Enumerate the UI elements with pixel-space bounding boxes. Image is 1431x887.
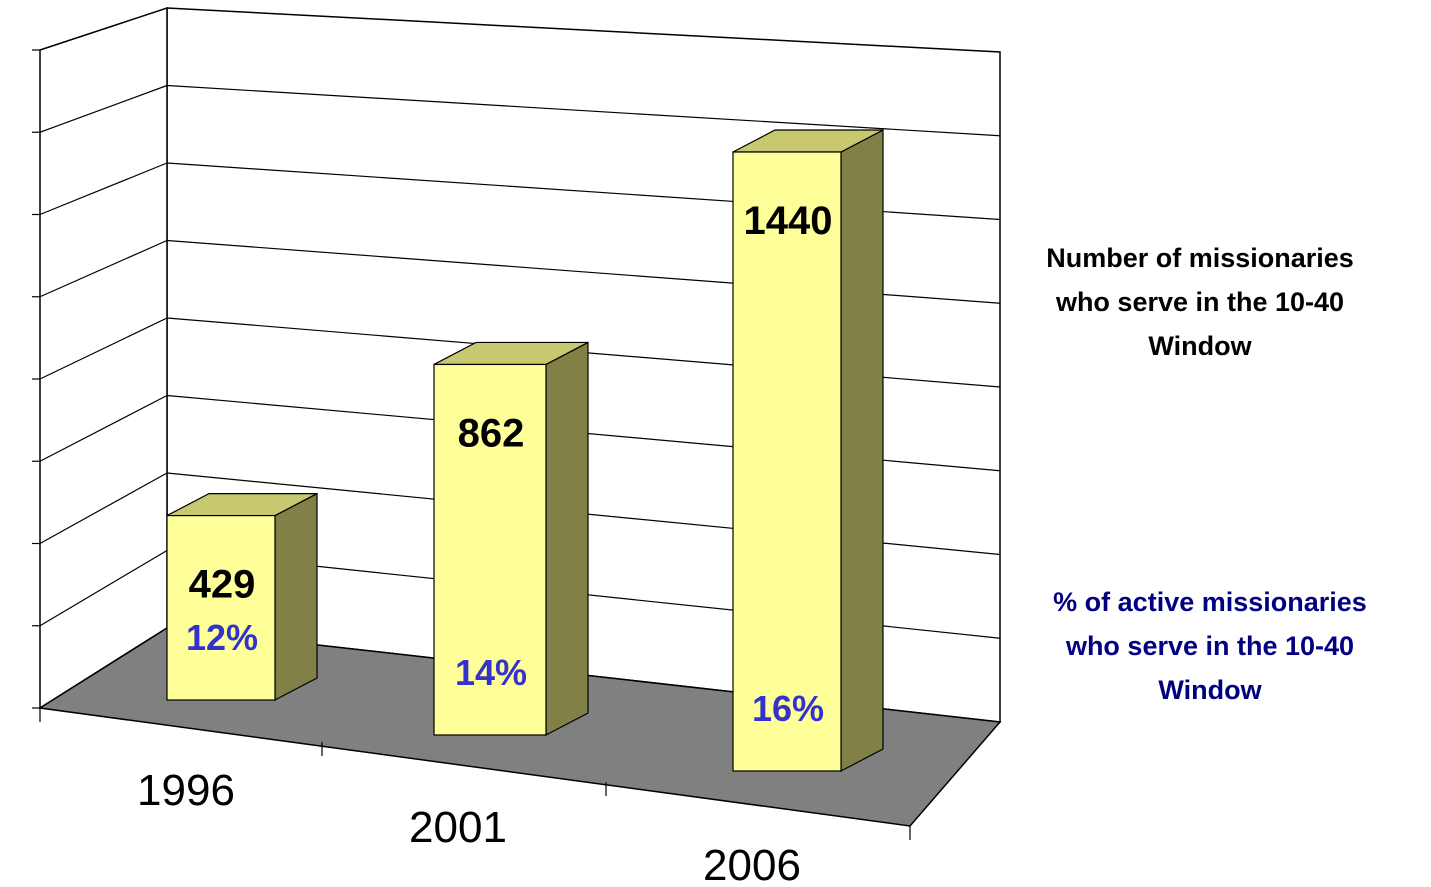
bar-front-1996 [166,514,276,701]
bar-front-2006 [732,151,842,772]
gridline-side [39,162,168,216]
legend-count-line-1: Number of missionaries [1046,243,1354,273]
count-label-1996: 429 [189,563,256,607]
count-label-2001: 862 [458,411,525,455]
legend-percent-line-3: Window [1158,675,1262,705]
gridline-side [39,472,168,545]
category-label-2006: 2006 [703,841,801,887]
side-wall [39,6,168,710]
gridline-side [39,239,168,298]
bar-side-2001 [545,341,589,736]
percent-label-2001: 14% [455,652,527,693]
legend-percent-line-1: % of active missionaries [1053,587,1367,617]
legend-count: Number of missionaries who serve in the … [985,236,1415,368]
bar-2006: 1440 16% [732,129,884,772]
gridline-back [166,84,1001,137]
bar-side-2006 [840,129,884,772]
category-label-1996: 1996 [137,766,235,815]
percent-label-1996: 12% [186,617,258,658]
legend-percent: % of active missionaries who serve in th… [995,580,1425,712]
legend-percent-line-2: who serve in the 10-40 [1065,631,1355,661]
percent-label-2006: 16% [752,688,824,729]
bar-side-1996 [274,492,318,701]
bar-2001: 862 14% [433,341,589,736]
gridline-side [39,84,168,133]
legend-count-line-2: who serve in the 10-40 [1055,287,1345,317]
gridline-side [39,317,168,380]
category-axis-labels: 1996 2001 2006 [137,766,801,887]
gridline-side [39,549,168,627]
legend-count-line-3: Window [1148,331,1252,361]
gridline-side [39,394,168,462]
category-label-2001: 2001 [409,803,507,852]
value-axis [32,49,911,840]
count-label-2006: 1440 [744,199,833,243]
bar-front-2001 [433,363,547,736]
